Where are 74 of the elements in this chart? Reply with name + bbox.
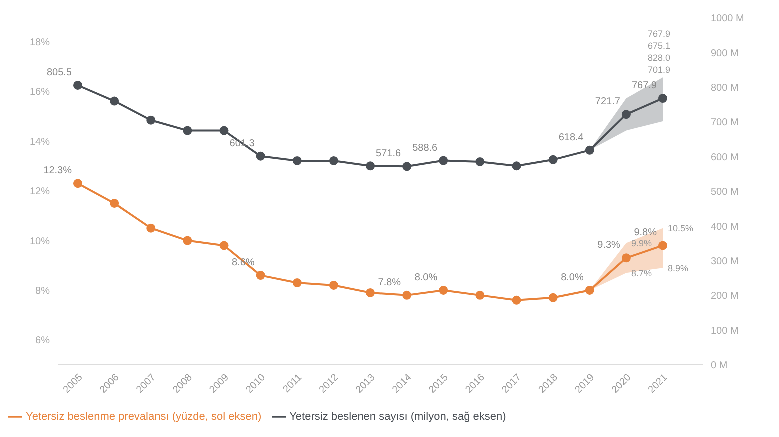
data-label: 12.3% (44, 166, 72, 177)
y-tick-label: 10% (30, 236, 50, 248)
point (512, 296, 522, 305)
data-label: 805.5 (46, 67, 72, 78)
point (585, 286, 594, 295)
y2-tick-label: 600 M (711, 152, 739, 164)
text: 767.9 (648, 28, 671, 40)
y2-tick-label: 300 M (711, 256, 739, 268)
point (74, 80, 82, 90)
y-tick-label: 8% (36, 286, 50, 298)
point (74, 179, 82, 188)
point (110, 96, 120, 106)
point (439, 156, 448, 166)
point (366, 162, 375, 171)
data-label: 588.6 (412, 142, 438, 154)
point (402, 162, 412, 172)
point (658, 241, 668, 250)
point (366, 288, 375, 298)
point (183, 126, 192, 136)
annotation: 828.0 (648, 52, 671, 64)
y-tick-label: 18% (30, 38, 50, 49)
point (585, 146, 594, 155)
point (220, 241, 229, 250)
annotation: 8.9% (668, 263, 689, 274)
y-tick-label: 16% (30, 87, 50, 98)
point (476, 290, 485, 300)
point (548, 155, 558, 164)
annotation: 701.9 (648, 64, 671, 76)
data-label: 767.9 (632, 80, 658, 92)
point (256, 152, 266, 161)
annotation: 675.1 (648, 40, 671, 52)
point (292, 156, 302, 166)
annotation: 8.7% (631, 268, 652, 278)
point (439, 286, 448, 295)
point (183, 236, 192, 246)
annotation: 9.9% (631, 238, 652, 248)
point (329, 280, 338, 290)
point (402, 290, 412, 300)
y2-tick-label: 0 M (711, 360, 728, 372)
annotation: 10.5% (668, 224, 694, 234)
point (622, 254, 631, 263)
point (146, 116, 156, 125)
y-tick-label: 6% (36, 336, 50, 347)
point (476, 158, 485, 167)
data-label: 8.0% (561, 272, 584, 284)
y2-tick-label: 100 M (711, 326, 739, 337)
data-label: 618.4 (558, 132, 584, 144)
data-label: 7.8% (378, 277, 402, 288)
data-label: 8.0% (414, 272, 438, 284)
y2-tick-label: 1000 M (711, 14, 744, 25)
point (292, 278, 302, 288)
legend-label: Yetersiz beslenen sayısı (milyon, sağ eksen) (290, 410, 506, 423)
y2-tick-label: 700 M (711, 118, 739, 129)
point (512, 162, 522, 171)
y2-tick-label: 400 M (711, 222, 739, 233)
y2-tick-label: 500 M (711, 187, 739, 198)
data-label: 571.6 (376, 148, 402, 160)
data-label: 9.3% (598, 240, 621, 252)
y-tick-label: 14% (30, 136, 50, 148)
y2-tick-label: 200 M (711, 291, 739, 302)
data-label: 9.8% (634, 228, 658, 239)
data-label: 721.7 (595, 96, 621, 108)
point (329, 156, 338, 166)
point (256, 271, 266, 280)
point (146, 224, 156, 233)
point (110, 199, 120, 208)
y2-tick-label: 900 M (711, 48, 739, 60)
point (658, 94, 668, 104)
y-tick-label: 12% (30, 186, 50, 198)
y2-tick-label: 800 M (711, 82, 739, 94)
point (220, 126, 229, 136)
legend-label: Yetersiz beslenme prevalansı (yüzde, sol eksen) (26, 410, 262, 423)
point (622, 110, 631, 120)
point (548, 293, 558, 302)
